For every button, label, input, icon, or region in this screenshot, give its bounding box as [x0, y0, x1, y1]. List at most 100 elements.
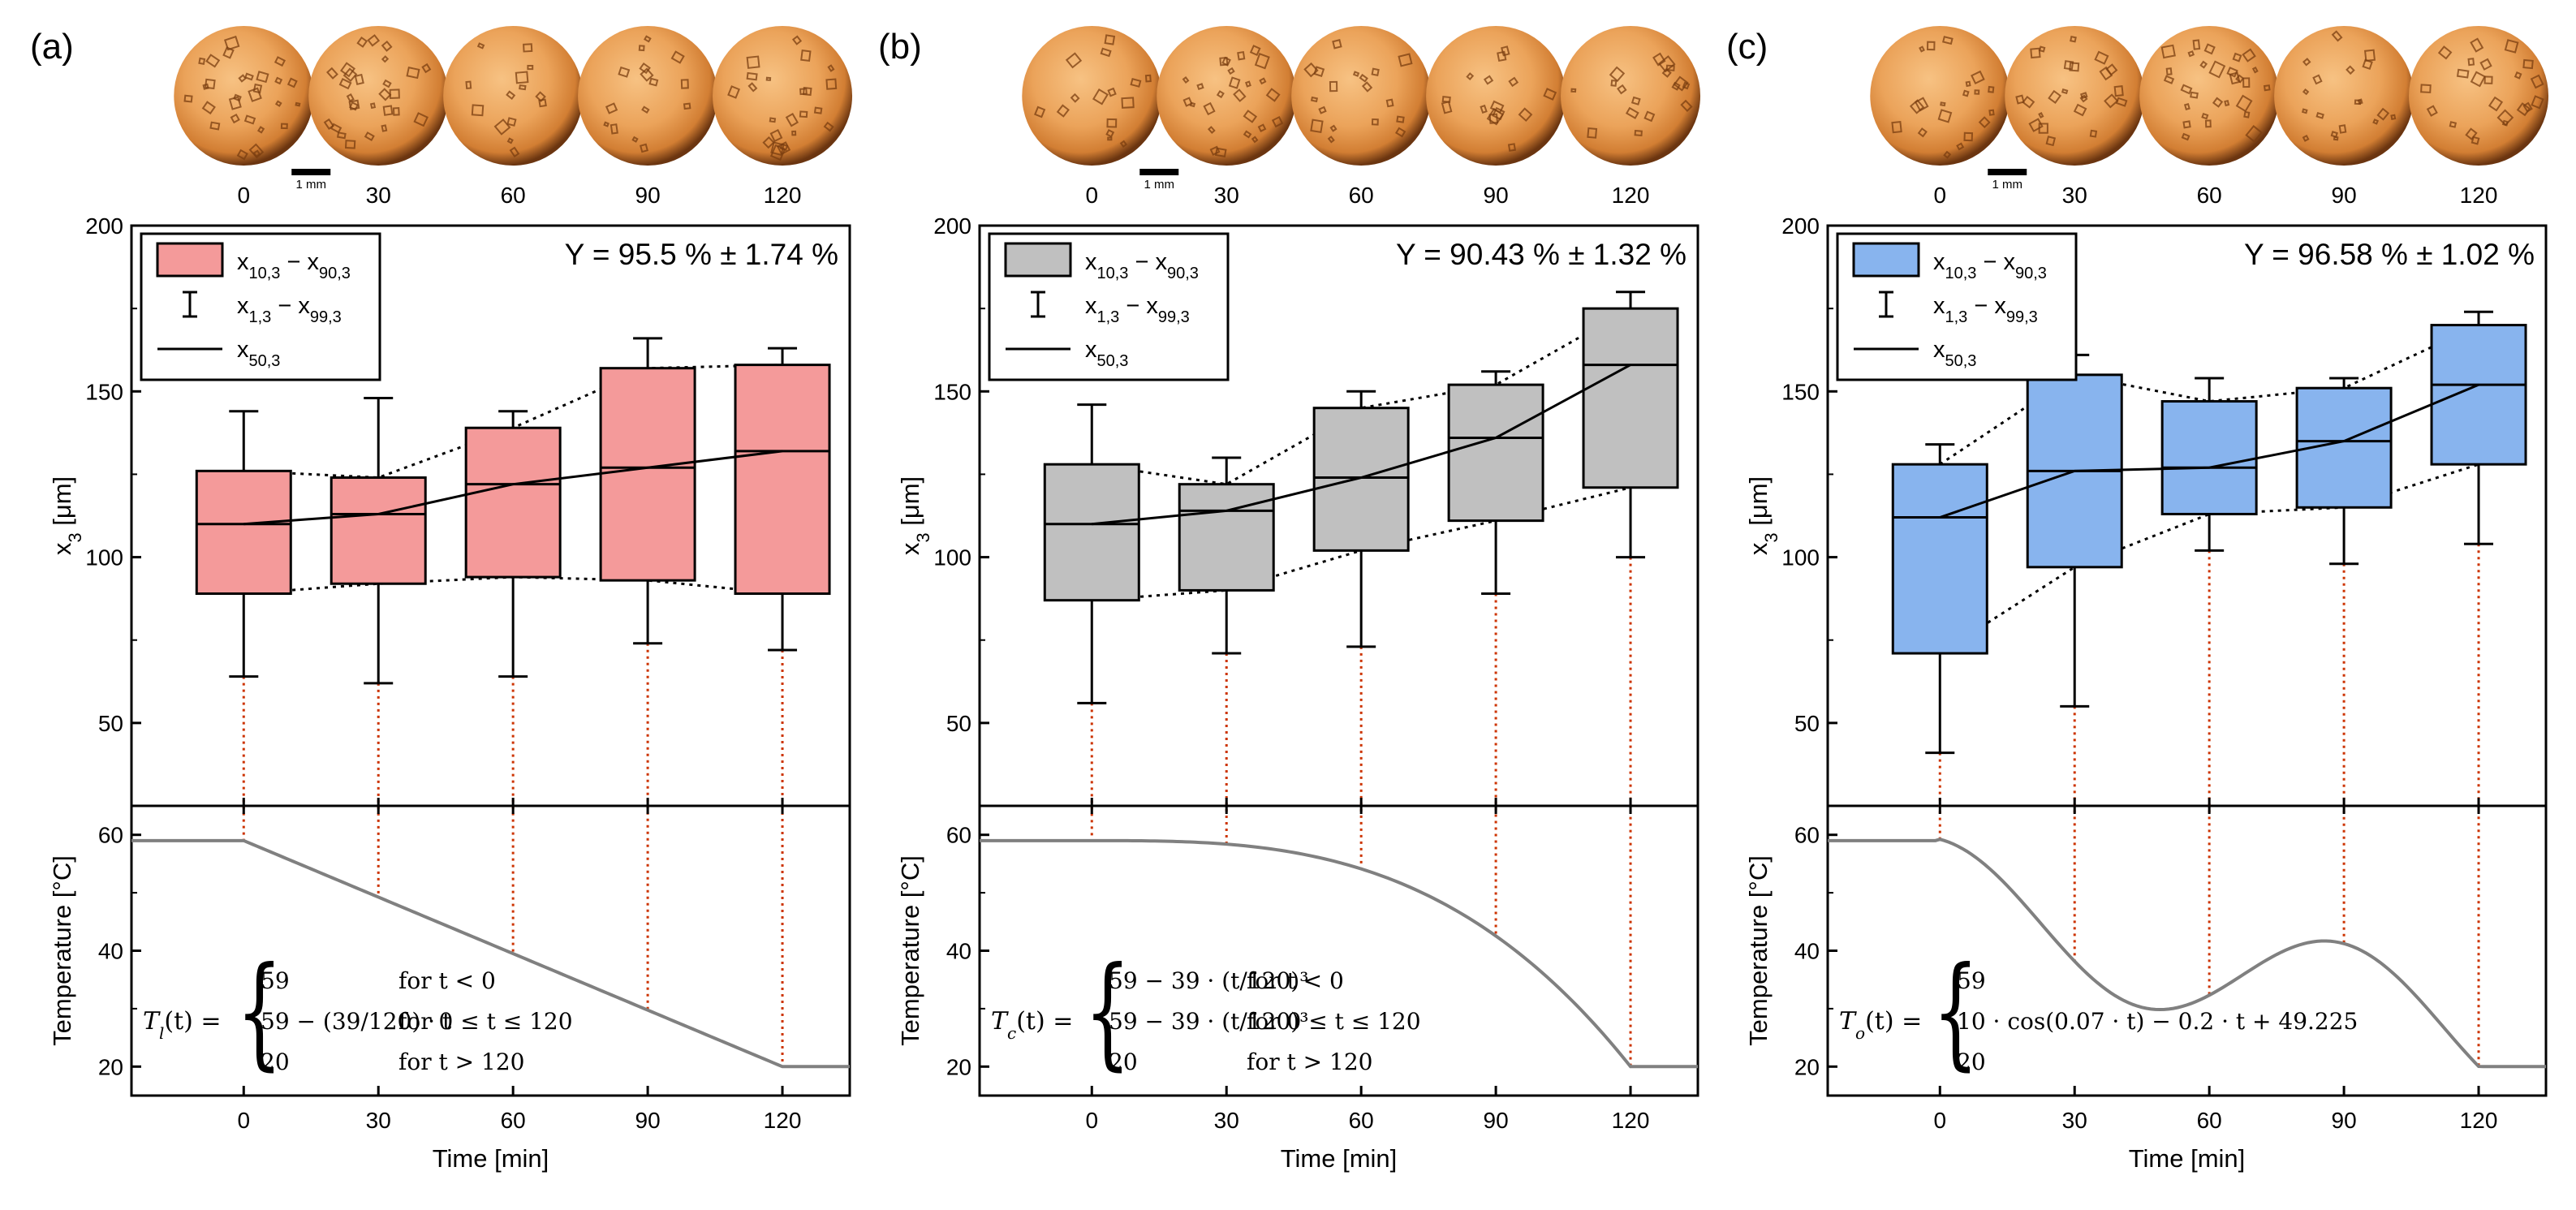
micrograph-crystal	[1182, 76, 1190, 84]
micrograph-crystal	[381, 40, 393, 52]
equation-cond: for 0 ≤ t ≤ 120	[1247, 1008, 1421, 1035]
micrograph-crystal	[2483, 75, 2493, 84]
micrograph-crystal	[2302, 88, 2310, 96]
median-line	[1939, 383, 2479, 519]
micrograph-crystal	[465, 80, 472, 90]
micrograph-crystal	[1962, 89, 1970, 97]
micrograph-crystal	[800, 50, 812, 62]
micrograph-crystal	[198, 57, 206, 65]
micrograph-crystal	[2165, 67, 2173, 75]
micrograph-crystal	[233, 93, 242, 102]
yield-annotation: Y = 95.5 % ± 1.74 %	[565, 238, 838, 271]
temperature-profile-line	[131, 838, 850, 1069]
micrograph-crystal	[1617, 84, 1627, 95]
micrograph-crystal	[2113, 85, 2124, 97]
micrograph-crystal	[2190, 91, 2199, 99]
x-tick-label: 0	[1933, 1108, 1946, 1133]
micrograph-crystal	[1937, 109, 1953, 123]
micrograph-60	[2139, 26, 2280, 166]
x-tick-label: 120	[2460, 1108, 2498, 1133]
legend-whisker-label: x1,3 − x99,3	[1085, 293, 1190, 326]
micrograph-disc	[1426, 26, 1566, 166]
micrograph-crystal	[1488, 113, 1499, 124]
micrograph-crystal	[1395, 127, 1406, 138]
scale-bar	[1139, 169, 1179, 175]
micrograph-crystal	[535, 91, 546, 102]
micrograph-crystal	[2245, 125, 2263, 143]
micrograph-crystal	[381, 55, 390, 63]
micrograph-crystal	[413, 112, 429, 127]
micrograph-crystal	[1144, 74, 1152, 83]
micrograph-crystal	[323, 118, 334, 130]
x-tick-label: 30	[1214, 1108, 1239, 1133]
micrograph-crystal	[1034, 105, 1046, 118]
micrograph-crystal	[2204, 119, 2212, 128]
micrograph-crystal	[1221, 56, 1231, 67]
micrograph-crystal	[1508, 76, 1519, 88]
micrograph-crystal	[1658, 55, 1676, 73]
micrograph-crystal	[2449, 121, 2458, 128]
micrograph-60	[1291, 26, 1432, 166]
micrograph-crystal	[2437, 45, 2453, 60]
panel-label: (c)	[1726, 27, 1768, 67]
micrograph-crystal	[618, 66, 631, 78]
box-30	[330, 396, 427, 685]
micrograph-time-label: 30	[1214, 183, 1239, 208]
micrograph-120	[2409, 26, 2549, 166]
micrograph-crystal	[2030, 47, 2041, 59]
micrograph-crystal	[670, 50, 685, 64]
micrograph-crystal	[1237, 50, 1246, 61]
bottom-y-tick-label: 40	[946, 939, 971, 964]
micrograph-crystal	[244, 72, 254, 81]
micrograph-crystal	[785, 112, 799, 127]
micrograph-crystal	[2376, 107, 2390, 121]
micrograph-crystal	[2522, 101, 2533, 113]
micrograph-crystal	[2038, 123, 2048, 134]
micrograph-crystal	[644, 35, 652, 43]
micrograph-crystal	[2022, 95, 2035, 109]
micrograph-crystal	[1203, 101, 1216, 116]
scale-bar-label: 1 mm	[1144, 178, 1175, 192]
equation-expr: 59 − 39 · (t/120)³	[1109, 1008, 1308, 1035]
median-line	[1092, 364, 1631, 526]
micrograph-crystal	[2312, 74, 2323, 85]
micrograph-crystal	[2070, 35, 2077, 43]
box-90	[2295, 377, 2393, 566]
micrograph-crystal	[2488, 96, 2504, 112]
equation-expr: 20	[1957, 1049, 1986, 1075]
micrograph-0	[174, 26, 314, 166]
x-axis-title: Time [min]	[2129, 1144, 2246, 1173]
micrograph-crystal	[2201, 112, 2209, 120]
micrograph-disc	[1157, 26, 1297, 166]
micrograph-time-label: 0	[237, 183, 250, 208]
micrograph-crystal	[1543, 88, 1557, 101]
micrograph-crystal	[2251, 66, 2259, 74]
micrograph-crystal	[392, 107, 400, 116]
micrograph-crystal	[2094, 50, 2109, 65]
top-y-tick-label: 100	[85, 545, 123, 571]
micrograph-crystal	[2160, 44, 2176, 59]
box-body	[330, 476, 427, 585]
equation-brace: {	[236, 941, 282, 1083]
micrograph-crystal	[1182, 97, 1193, 107]
equation-expr: 59 − (39/120) · t	[261, 1008, 452, 1035]
micrograph-crystal	[326, 67, 338, 80]
micrograph-crystal	[2104, 93, 2119, 109]
micrograph-crystal	[2331, 30, 2343, 42]
micrograph-crystal	[727, 85, 740, 99]
micrograph-crystal	[2301, 108, 2308, 114]
legend-whisker-label: x1,3 − x99,3	[1933, 293, 2038, 326]
micrograph-crystal	[1254, 53, 1270, 70]
micrograph-crystal	[1630, 96, 1641, 105]
micrograph-crystal	[1466, 72, 1475, 81]
micrograph-time-label: 60	[2197, 183, 2222, 208]
micrograph-crystal	[2531, 95, 2544, 110]
micrograph-crystal	[1919, 45, 1925, 53]
micrograph-crystal	[471, 104, 485, 117]
micrograph-crystal	[2105, 63, 2118, 76]
micrograph-crystal	[765, 76, 772, 81]
micrograph-crystal	[1092, 88, 1109, 105]
micrograph-crystal	[1917, 127, 1928, 138]
micrograph-crystal	[1243, 130, 1252, 139]
micrograph-crystal	[2420, 84, 2432, 93]
